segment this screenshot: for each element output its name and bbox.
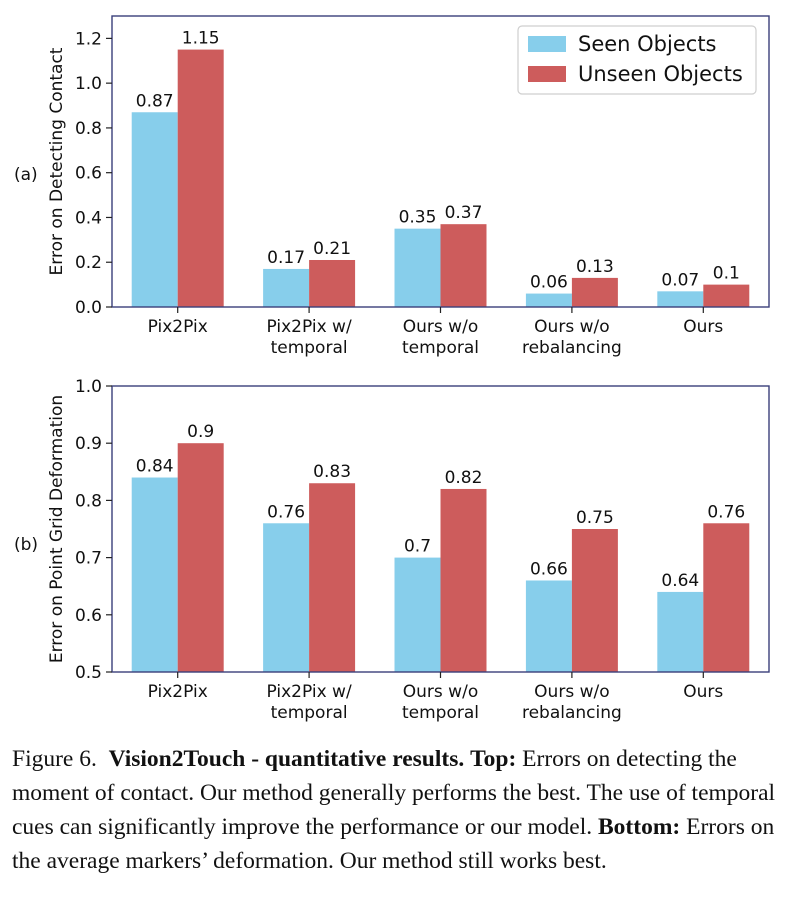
- bar-unseen-4: [703, 523, 750, 672]
- bar-seen-4: [657, 291, 704, 307]
- chart-a: 0.87 0.17 0.35 0.06 0.07 1.15 0.21 0.37 0.13 0.1 0…: [14, 15, 770, 358]
- y-tick-label: 1.0: [75, 74, 102, 94]
- data-label: 0.87: [136, 91, 174, 111]
- caption-top-label: Top:: [470, 746, 517, 772]
- bar-unseen-3: [571, 529, 618, 672]
- bar-unseen-1: [309, 483, 356, 672]
- legend-box: [517, 25, 757, 95]
- y-tick-label: 0.8: [75, 119, 102, 139]
- legend-swatch: [528, 66, 566, 82]
- data-label: 0.07: [661, 270, 699, 290]
- data-label: 0.9: [187, 422, 214, 442]
- y-tick-label: 0.8: [75, 491, 102, 511]
- y-tick-label: 0.6: [75, 606, 102, 626]
- x-tick-label: Pix2Pix: [148, 682, 208, 702]
- y-tick-label: 0.0: [75, 298, 102, 318]
- bar-seen-1: [263, 523, 310, 672]
- caption-prefix: Figure 6.: [12, 746, 97, 772]
- bar-unseen-4: [703, 284, 750, 307]
- y-tick-label: 0.5: [75, 663, 102, 683]
- data-label: 0.82: [445, 468, 483, 488]
- x-tick-label: Ours: [683, 317, 723, 337]
- bar-seen-3: [525, 580, 572, 672]
- x-tick-label: Pix2Pix w/: [267, 682, 352, 702]
- data-label: 0.35: [399, 208, 437, 228]
- figure-caption: Figure 6. Vision2Touch - quantitative re…: [12, 742, 782, 878]
- data-label: 0.13: [576, 257, 614, 277]
- x-tick-label: Ours w/o: [403, 317, 478, 337]
- data-label: 0.7: [404, 537, 431, 557]
- x-tick-label: Pix2Pix: [148, 317, 208, 337]
- bar-seen-2: [394, 557, 441, 672]
- chart-b: 0.84 0.76 0.7 0.66 0.64 0.9 0.83 0.82 0.75 0.76 0.…: [14, 377, 770, 723]
- bar-unseen-0: [177, 49, 224, 307]
- data-label: 0.37: [445, 203, 483, 223]
- caption-bottom-label: Bottom:: [598, 814, 681, 840]
- bar-seen-1: [263, 268, 310, 307]
- y-tick-label: 1.2: [75, 29, 102, 49]
- x-tick-label: temporal: [402, 703, 479, 723]
- data-label: 0.06: [530, 273, 568, 293]
- data-label: 0.17: [267, 248, 305, 268]
- x-tick-label: Ours w/o: [534, 682, 609, 702]
- x-tick-label: rebalancing: [522, 703, 622, 723]
- bar-unseen-1: [309, 259, 356, 307]
- data-label: 0.84: [136, 457, 174, 477]
- legend-label: Unseen Objects: [578, 62, 743, 86]
- x-tick-label: Ours w/o: [403, 682, 478, 702]
- data-label: 0.76: [707, 502, 745, 522]
- y-axis-title: Error on Detecting Contact: [47, 47, 67, 275]
- bar-unseen-0: [177, 443, 224, 672]
- y-tick-label: 0.9: [75, 434, 102, 454]
- data-label: 0.1: [713, 264, 740, 284]
- x-tick-label: Pix2Pix w/: [267, 317, 352, 337]
- data-label: 0.75: [576, 508, 614, 528]
- data-label: 0.64: [661, 571, 699, 591]
- data-label: 0.83: [313, 462, 351, 482]
- y-tick-label: 1.0: [75, 377, 102, 397]
- y-tick-label: 0.4: [75, 208, 102, 228]
- legend-swatch: [528, 36, 566, 52]
- bar-seen-0: [131, 112, 178, 307]
- data-label: 0.66: [530, 559, 568, 579]
- data-label: 0.76: [267, 502, 305, 522]
- y-tick-label: 0.2: [75, 253, 102, 273]
- x-tick-label: Ours: [683, 682, 723, 702]
- caption-bottom-text: Errors on the average markers’ deformati…: [12, 814, 775, 874]
- x-tick-label: Ours w/o: [534, 317, 609, 337]
- data-label: 1.15: [182, 29, 220, 49]
- data-label: 0.21: [313, 239, 351, 259]
- bar-unseen-2: [440, 224, 487, 307]
- x-tick-label: temporal: [271, 703, 348, 723]
- bar-unseen-2: [440, 488, 487, 672]
- x-tick-label: temporal: [402, 338, 479, 358]
- bar-seen-4: [657, 591, 704, 672]
- legend-label: Seen Objects: [578, 32, 717, 56]
- caption-top-text: Errors on detecting the moment of contac…: [12, 746, 776, 840]
- bar-unseen-3: [571, 277, 618, 307]
- caption-title: Vision2Touch - quantitative results.: [108, 746, 465, 772]
- panel-label: (b): [14, 535, 38, 555]
- y-tick-label: 0.6: [75, 164, 102, 184]
- x-tick-label: rebalancing: [522, 338, 622, 358]
- y-tick-label: 0.7: [75, 549, 102, 569]
- bar-seen-0: [131, 477, 178, 672]
- bar-seen-3: [525, 293, 572, 307]
- panel-label: (a): [14, 165, 38, 185]
- y-axis-title: Error on Point Grid Deformation: [47, 395, 67, 663]
- x-tick-label: temporal: [271, 338, 348, 358]
- bar-seen-2: [394, 228, 441, 307]
